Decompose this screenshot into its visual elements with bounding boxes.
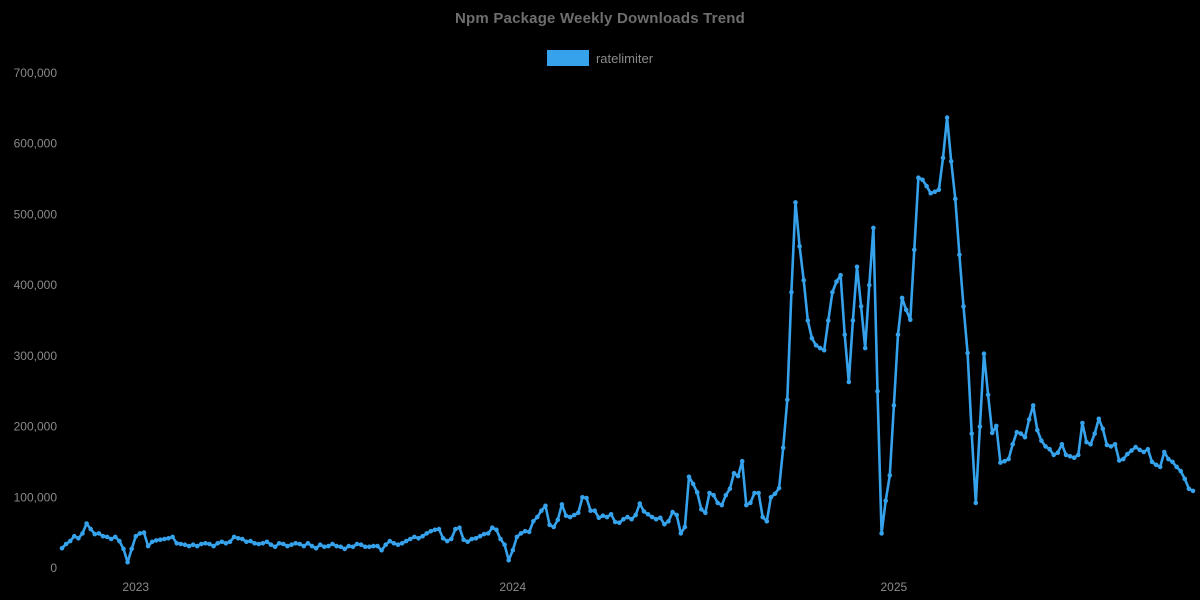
y-tick-label: 100,000 (14, 490, 58, 504)
y-tick-label: 300,000 (14, 349, 58, 363)
x-tick-label: 2024 (499, 580, 526, 594)
x-axis-labels: 2023 2024 2025 (122, 580, 907, 594)
y-tick-label: 600,000 (14, 137, 58, 151)
x-tick-label: 2025 (881, 580, 908, 594)
y-tick-label: 700,000 (14, 66, 58, 80)
y-tick-label: 500,000 (14, 207, 58, 221)
y-axis-labels: 0 100,000 200,000 300,000 400,000 500,000 600,… (14, 66, 58, 575)
series-line-ratelimiter[interactable] (59, 115, 1196, 565)
trend-line (60, 116, 1195, 564)
y-tick-label: 200,000 (14, 420, 58, 434)
legend-swatch-ratelimiter[interactable] (546, 50, 589, 66)
y-tick-label: 0 (50, 561, 57, 575)
legend-label-ratelimiter[interactable]: ratelimiter (595, 50, 654, 66)
y-tick-label: 400,000 (14, 278, 58, 292)
chart-title: Npm Package Weekly Downloads Trend (455, 10, 745, 27)
x-tick-label: 2023 (122, 580, 149, 594)
data-point-markers (59, 115, 1196, 565)
legend: ratelimiter (0, 49, 1200, 67)
